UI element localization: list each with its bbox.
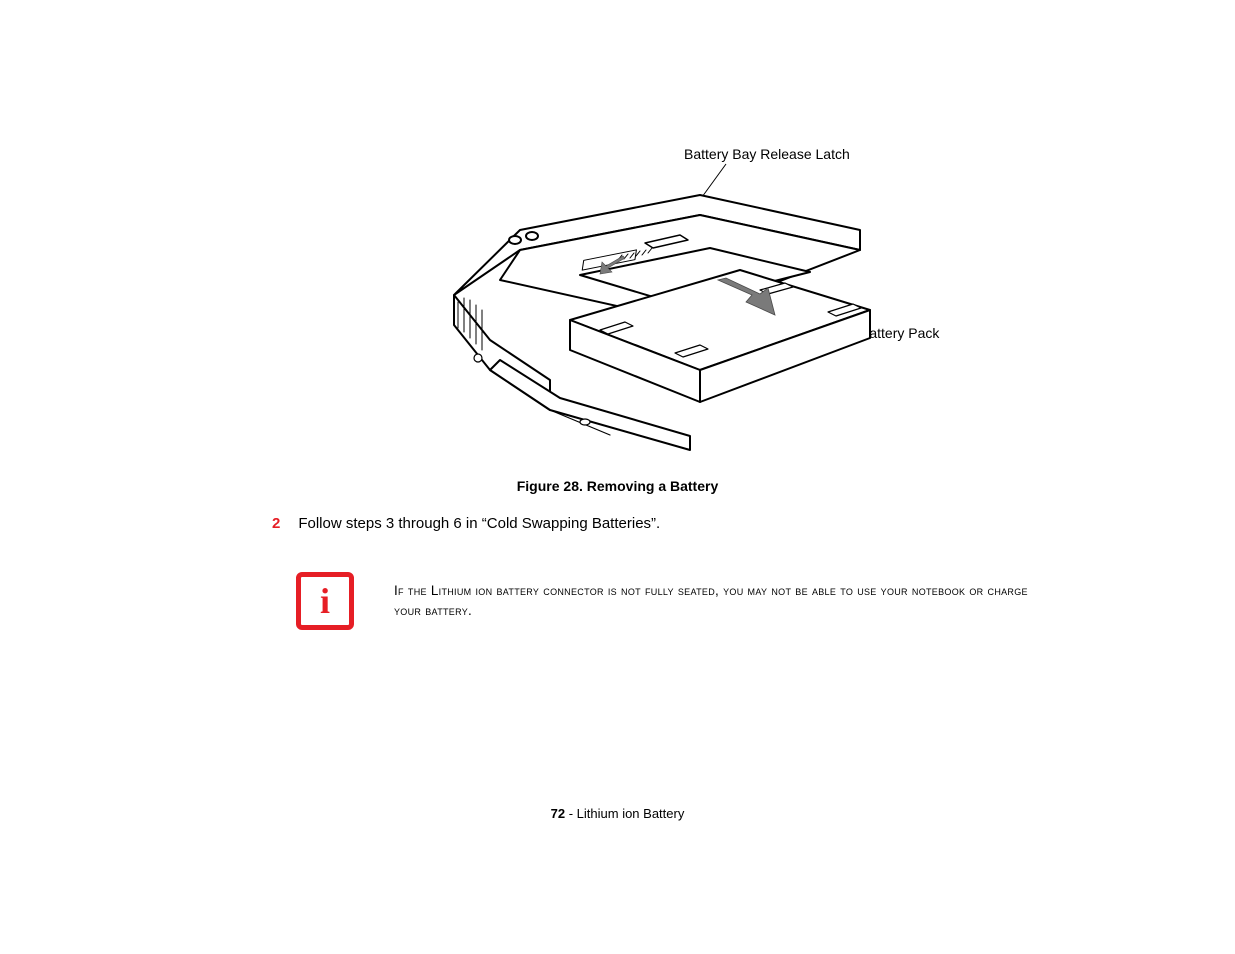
footer-separator: - [565, 806, 577, 821]
info-note: i If the Lithium ion battery connector i… [296, 572, 1056, 630]
document-page: Battery Bay Release Latch Battery Pack [0, 0, 1235, 954]
info-icon: i [296, 572, 354, 630]
page-footer: 72 - Lithium ion Battery [0, 806, 1235, 821]
footer-section: Lithium ion Battery [577, 806, 685, 821]
step-text: Follow steps 3 through 6 in “Cold Swappi… [298, 515, 660, 532]
step-row: 2 Follow steps 3 through 6 in “Cold Swap… [272, 515, 660, 532]
note-text: If the Lithium ion battery connector is … [394, 581, 1056, 622]
battery-diagram [440, 140, 1000, 460]
figure-caption: Figure 28. Removing a Battery [0, 478, 1235, 494]
page-number: 72 [551, 806, 565, 821]
step-number: 2 [272, 515, 280, 532]
